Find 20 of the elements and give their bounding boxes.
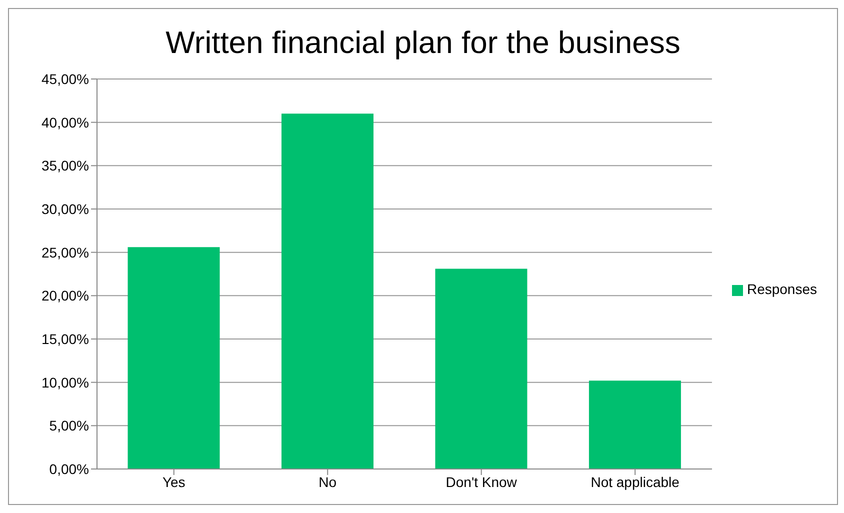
y-tick-label: 0,00% bbox=[49, 460, 89, 477]
x-tick-label: No bbox=[318, 474, 337, 490]
y-tick-label: 10,00% bbox=[42, 374, 89, 390]
y-tick-label: 35,00% bbox=[42, 158, 89, 174]
y-tick-label: 5,00% bbox=[49, 418, 89, 434]
bar bbox=[281, 114, 374, 469]
chart-title: Written financial plan for the business bbox=[164, 25, 682, 62]
x-tick-label: Don't Know bbox=[446, 474, 518, 490]
y-tick-label: 25,00% bbox=[42, 244, 89, 260]
x-tick-label: Not applicable bbox=[590, 474, 680, 490]
bar bbox=[128, 247, 220, 469]
bar bbox=[588, 380, 681, 469]
bar bbox=[435, 268, 528, 469]
y-tick-label: 30,00% bbox=[42, 200, 89, 217]
y-tick-label: 45,00% bbox=[42, 70, 89, 87]
y-tick-label: 15,00% bbox=[42, 330, 89, 347]
legend-label: Responses bbox=[746, 281, 817, 297]
x-tick-label: Yes bbox=[162, 474, 186, 490]
y-tick-label: 20,00% bbox=[42, 288, 89, 304]
y-tick-label: 40,00% bbox=[42, 114, 89, 130]
